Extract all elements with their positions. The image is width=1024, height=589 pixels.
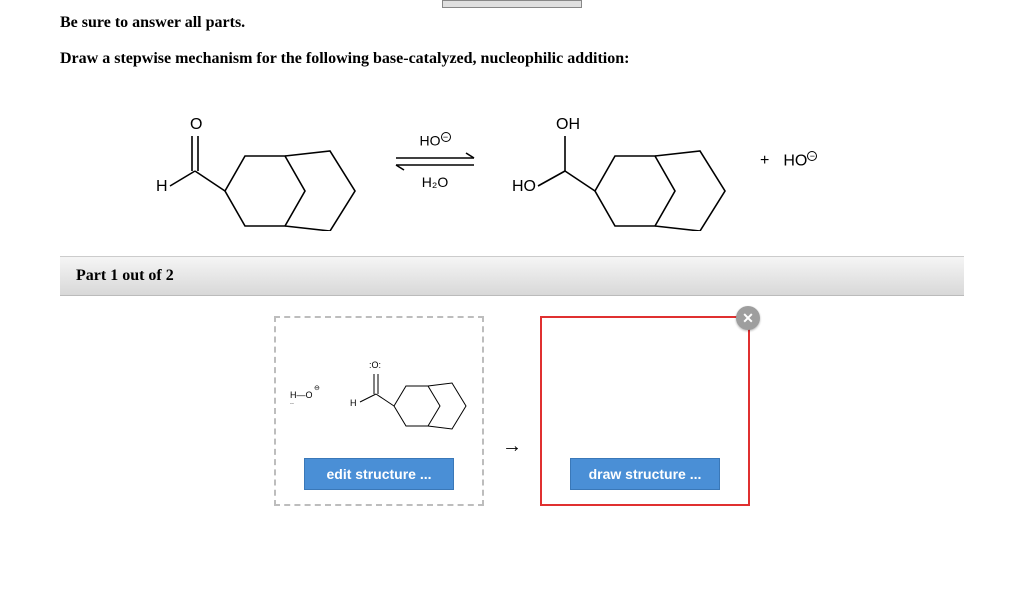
svg-text:⊖: ⊖ bbox=[314, 385, 320, 392]
instruction-2: Draw a stepwise mechanism for the follow… bbox=[60, 50, 964, 68]
step-arrow-icon: → bbox=[502, 435, 522, 458]
content-area: Be sure to answer all parts. Draw a step… bbox=[0, 0, 1024, 506]
reagent-above: HO− bbox=[420, 132, 451, 149]
edit-structure-panel[interactable]: H—O ⊖ .. :O: H edit structure .. bbox=[274, 316, 484, 506]
reaction-scheme: O H HO− H₂O bbox=[140, 86, 964, 236]
given-structure: H—O ⊖ .. :O: H bbox=[284, 328, 474, 448]
product-oh-label: OH bbox=[556, 116, 580, 133]
draw-structure-button[interactable]: draw structure ... bbox=[570, 458, 721, 490]
minus-charge-icon: − bbox=[441, 132, 451, 142]
edit-panel-canvas: H—O ⊖ .. :O: H bbox=[276, 318, 482, 458]
equilibrium-arrow-icon bbox=[390, 150, 480, 172]
small-h-label: H bbox=[350, 398, 357, 408]
reactant-o-label: O bbox=[190, 116, 202, 133]
small-o-label: :O: bbox=[369, 360, 381, 370]
reagent-below: H₂O bbox=[422, 174, 448, 190]
svg-text:..: .. bbox=[290, 399, 294, 406]
draw-panel-canvas[interactable] bbox=[542, 318, 748, 458]
draw-structure-panel[interactable]: ✕ draw structure ... bbox=[540, 316, 750, 506]
reactant-molecule: O H bbox=[140, 91, 370, 231]
instruction-1: Be sure to answer all parts. bbox=[60, 14, 964, 32]
work-row: H—O ⊖ .. :O: H edit structure .. bbox=[60, 316, 964, 506]
plus-ho-minus: + HO− bbox=[760, 151, 817, 170]
edit-structure-button[interactable]: edit structure ... bbox=[304, 458, 454, 490]
reactant-h-label: H bbox=[156, 178, 168, 195]
product-ho-label: HO bbox=[512, 178, 536, 195]
part-progress-bar: Part 1 out of 2 bbox=[60, 256, 964, 296]
product-molecule: OH HO bbox=[500, 91, 740, 231]
reaction-arrow-block: HO− H₂O bbox=[390, 132, 480, 191]
minus-charge-icon: − bbox=[807, 151, 817, 161]
top-gray-bar bbox=[442, 0, 582, 8]
close-icon[interactable]: ✕ bbox=[736, 306, 760, 330]
